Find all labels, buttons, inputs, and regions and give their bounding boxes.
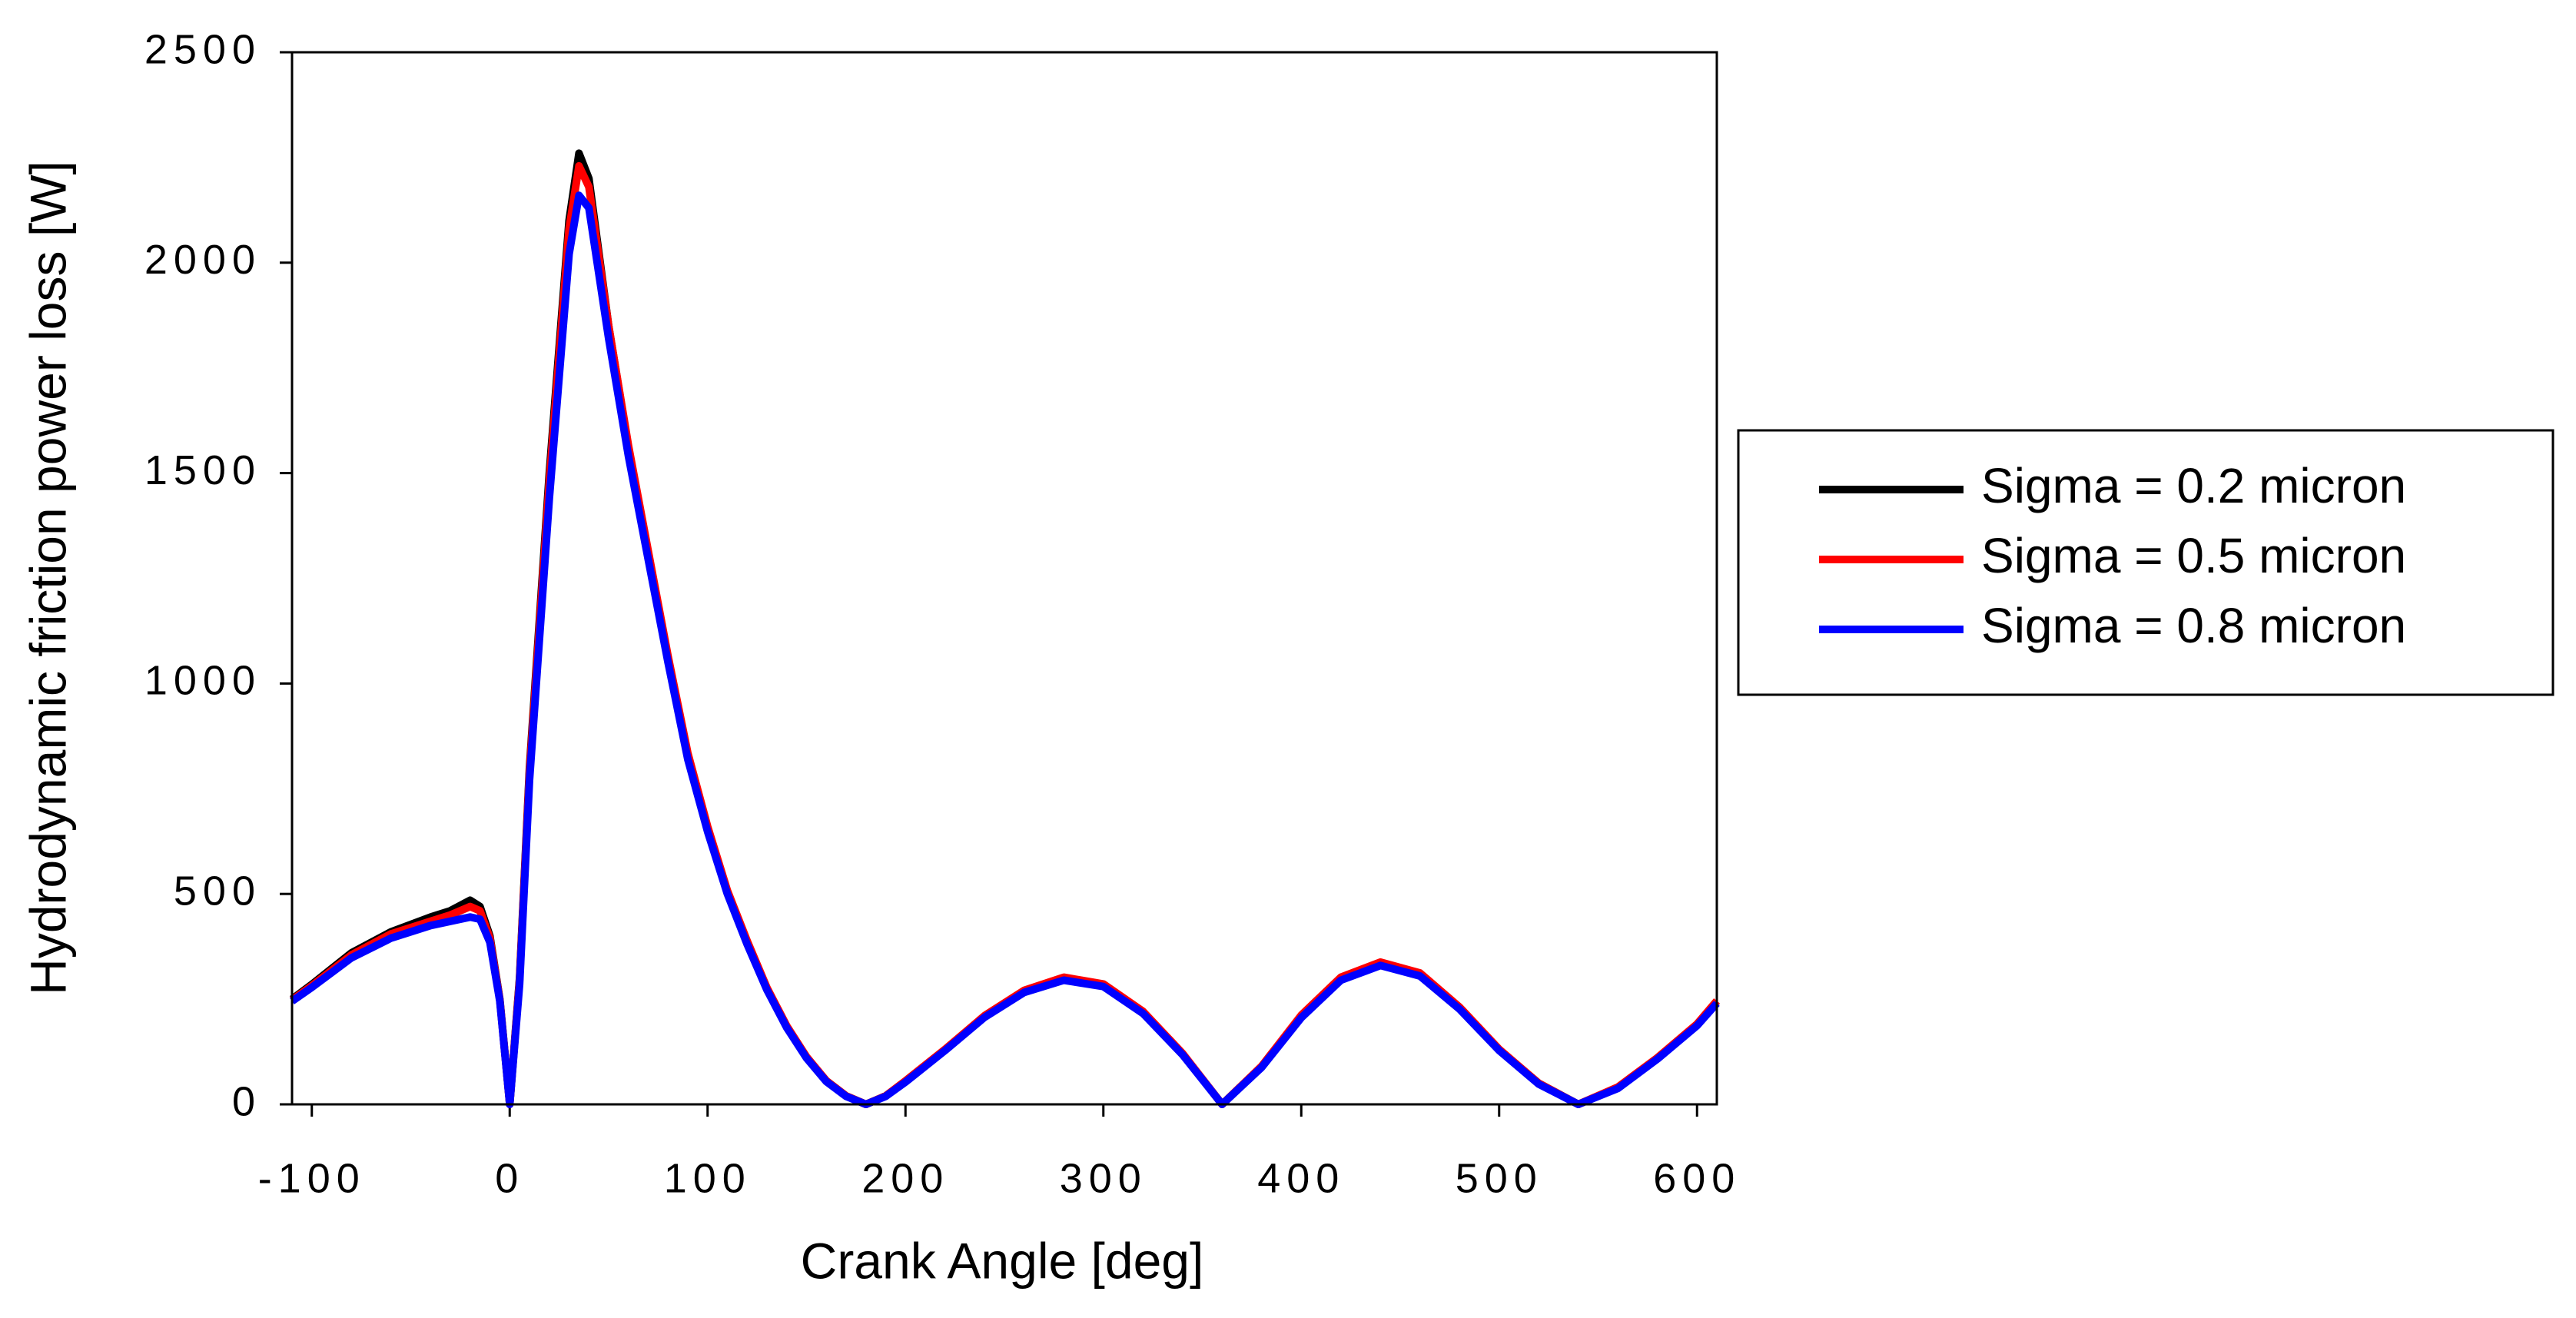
- y-tick-label: 1000: [144, 658, 261, 704]
- y-tick-label: 2000: [144, 237, 261, 283]
- x-tick-label: 200: [861, 1155, 949, 1201]
- x-tick-label: 400: [1257, 1155, 1345, 1201]
- y-tick-label: 2500: [144, 26, 261, 72]
- series-line: [290, 161, 1720, 1108]
- series-line: [290, 149, 1720, 1108]
- x-tick-label: 300: [1060, 1155, 1147, 1201]
- x-tick-label: 100: [664, 1155, 752, 1201]
- x-tick-label: 0: [495, 1155, 524, 1201]
- x-axis-title: Crank Angle [deg]: [801, 1232, 1204, 1289]
- legend-label: Sigma = 0.8 micron: [1981, 598, 2406, 653]
- plot-frame: [290, 51, 1718, 1106]
- y-axis-title: Hydrodynamic friction power loss [W]: [19, 161, 76, 995]
- x-tick-label: -100: [258, 1155, 366, 1201]
- x-tick-label: 600: [1653, 1155, 1741, 1201]
- x-tick-label: 500: [1456, 1155, 1543, 1201]
- legend-label: Sigma = 0.5 micron: [1981, 528, 2406, 583]
- y-tick-label: 500: [174, 868, 261, 914]
- y-tick-label: 0: [232, 1078, 261, 1124]
- legend-label: Sigma = 0.2 micron: [1981, 458, 2406, 513]
- y-tick-label: 1500: [144, 447, 261, 493]
- series-line: [290, 191, 1720, 1108]
